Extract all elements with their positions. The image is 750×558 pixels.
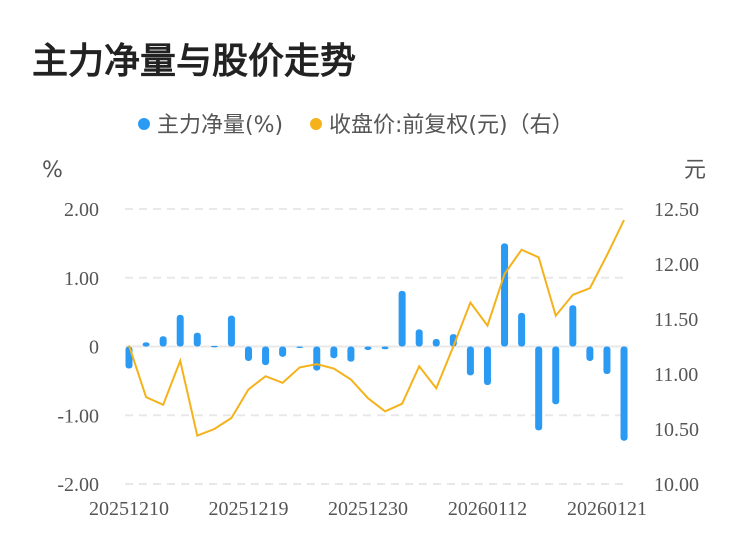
bar xyxy=(330,346,338,359)
y-right-tick: 10.00 xyxy=(654,474,699,496)
bar xyxy=(227,315,235,347)
x-tick: 20260121 xyxy=(567,498,647,520)
bar xyxy=(381,346,389,350)
bar xyxy=(535,346,543,431)
bar xyxy=(347,346,355,362)
y-right-label: 元 xyxy=(684,158,706,183)
price-line xyxy=(128,219,625,437)
bar xyxy=(313,346,321,371)
x-tick: 20251230 xyxy=(328,498,408,520)
x-tick: 20260112 xyxy=(448,498,527,520)
y-left-tick: -2.00 xyxy=(57,474,99,496)
y-left-tick: 0 xyxy=(89,337,99,359)
bar xyxy=(466,346,474,376)
y-left-tick: 1.00 xyxy=(64,268,99,290)
bar xyxy=(159,336,167,347)
bar xyxy=(279,346,287,357)
legend-line-marker xyxy=(310,118,322,130)
bar xyxy=(432,338,440,347)
bar xyxy=(552,346,560,405)
bar xyxy=(415,329,423,347)
legend-bar-marker xyxy=(138,118,150,130)
x-tick: 20251219 xyxy=(208,498,288,520)
bar xyxy=(244,346,252,361)
legend-line-label: 收盘价:前复权(元)（右） xyxy=(329,113,574,138)
bar xyxy=(569,305,577,347)
bar xyxy=(620,346,628,441)
bar xyxy=(586,346,594,361)
y-right-tick: 10.50 xyxy=(654,419,699,441)
bar xyxy=(142,342,150,347)
bar xyxy=(262,346,270,366)
y-right-tick: 11.00 xyxy=(654,364,698,386)
y-right-tick: 12.00 xyxy=(654,254,699,276)
y-left-tick: 2.00 xyxy=(64,199,99,221)
y-left-label: % xyxy=(42,158,63,183)
y-right-tick: 12.50 xyxy=(654,199,699,221)
bar xyxy=(603,346,611,374)
x-tick: 20251210 xyxy=(89,498,169,520)
bar xyxy=(296,346,304,348)
bar xyxy=(364,346,372,350)
y-left-tick: -1.00 xyxy=(57,405,99,427)
bar xyxy=(210,345,218,348)
bar xyxy=(176,314,184,347)
bar xyxy=(398,290,406,347)
chart-title: 主力净量与股价走势 xyxy=(32,41,357,82)
bar xyxy=(501,243,509,347)
y-right-tick: 11.50 xyxy=(654,309,698,331)
bar xyxy=(483,346,491,385)
legend-bar-label: 主力净量(%) xyxy=(157,113,283,138)
bar xyxy=(193,332,201,347)
bar xyxy=(518,312,526,347)
